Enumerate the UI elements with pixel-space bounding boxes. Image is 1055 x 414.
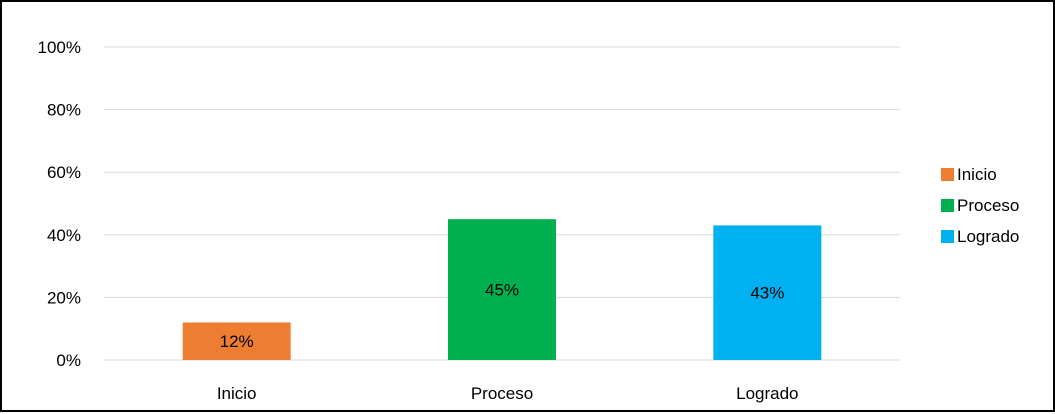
legend-swatch-proceso [941,199,954,212]
legend-label-proceso: Proceso [957,196,1019,215]
y-tick-label: 60% [47,163,81,182]
category-label-proceso: Proceso [471,384,533,403]
bar-inicio [182,322,291,360]
category-label-logrado: Logrado [736,384,798,403]
legend-swatch-inicio [941,168,954,181]
y-axis-tick-labels: 0% 20% 40% 60% 80% 100% [38,38,81,370]
bars [182,219,822,360]
data-label-proceso: 45% [485,281,519,300]
legend: Inicio Proceso Logrado [941,165,1019,246]
legend-label-inicio: Inicio [957,165,997,184]
y-tick-label: 80% [47,101,81,120]
data-label-inicio: 12% [220,332,254,351]
data-label-logrado: 43% [750,284,784,303]
y-tick-label: 0% [56,351,81,370]
data-labels: 12% 45% 43% [220,281,785,352]
y-tick-label: 100% [38,38,81,57]
bar-logrado [713,225,822,360]
x-axis-category-labels: Inicio Proceso Logrado [217,384,799,403]
y-tick-label: 20% [47,288,81,307]
y-tick-label: 40% [47,226,81,245]
category-label-inicio: Inicio [217,384,257,403]
legend-swatch-logrado [941,230,954,243]
bar-proceso [448,219,556,360]
legend-label-logrado: Logrado [957,227,1019,246]
